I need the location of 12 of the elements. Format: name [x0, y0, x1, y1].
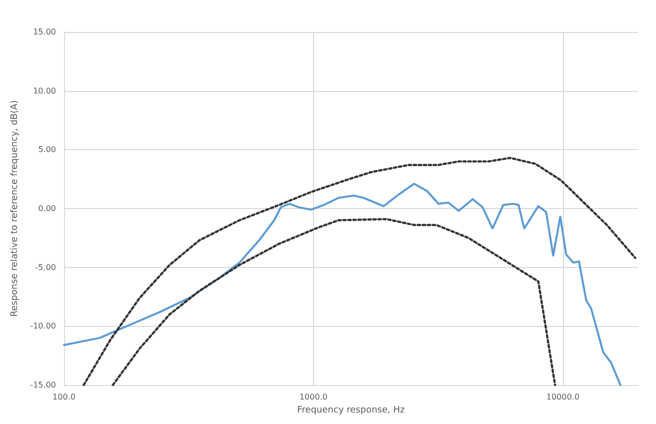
- y-tick-label: 15.00: [33, 28, 56, 36]
- y-tick-label: 10.00: [33, 86, 56, 96]
- x-tick-label: 100.0: [52, 392, 76, 402]
- y-tick-label: 0.00: [38, 204, 56, 213]
- x-axis-title: Frequency response, Hz: [297, 405, 405, 416]
- y-tick-label: 5.00: [38, 145, 56, 154]
- y-tick-label: -15.00: [30, 380, 56, 390]
- y-tick-label: -5.00: [35, 262, 56, 272]
- y-tick-label: -10.00: [30, 322, 56, 331]
- y-axis-title: Response relative to reference frequency, dB(A): [10, 100, 20, 317]
- x-tick-label: 10000.0: [546, 392, 580, 402]
- x-tick-label: 1000.0: [299, 392, 328, 402]
